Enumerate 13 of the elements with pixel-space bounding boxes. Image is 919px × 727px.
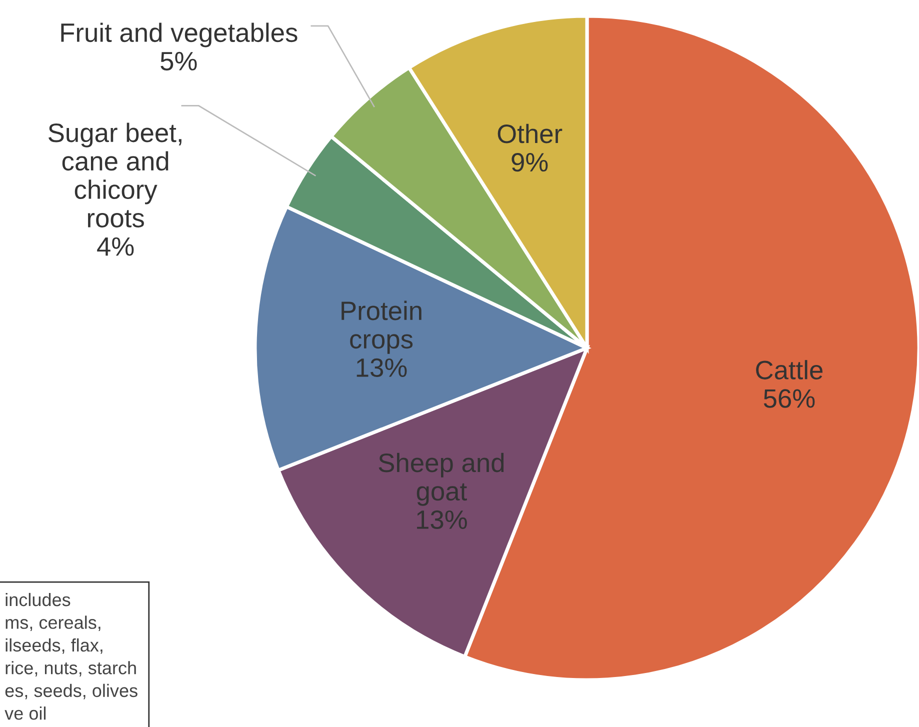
slice-label: Cattle bbox=[756, 360, 822, 380]
data-label: 13% bbox=[417, 510, 467, 530]
data-label: 4% bbox=[97, 237, 134, 256]
slice-label: Fruit and vegetables bbox=[61, 22, 298, 48]
text: includes ms, cereals, ilseeds, flax, rice, nuts, starch es, seeds, olives ve oil bbox=[4, 592, 138, 720]
slice-label: Sugar beet, cane and chicory roots bbox=[48, 122, 182, 228]
data-label: 56% bbox=[764, 389, 815, 408]
slice-label: Protein crops bbox=[342, 300, 422, 354]
slice-label: Other bbox=[498, 124, 562, 144]
data-label: 13% bbox=[356, 358, 407, 378]
slice-label: Sheep and goat bbox=[378, 452, 504, 506]
data-label: 9% bbox=[512, 152, 548, 172]
data-label: 5% bbox=[160, 52, 197, 70]
